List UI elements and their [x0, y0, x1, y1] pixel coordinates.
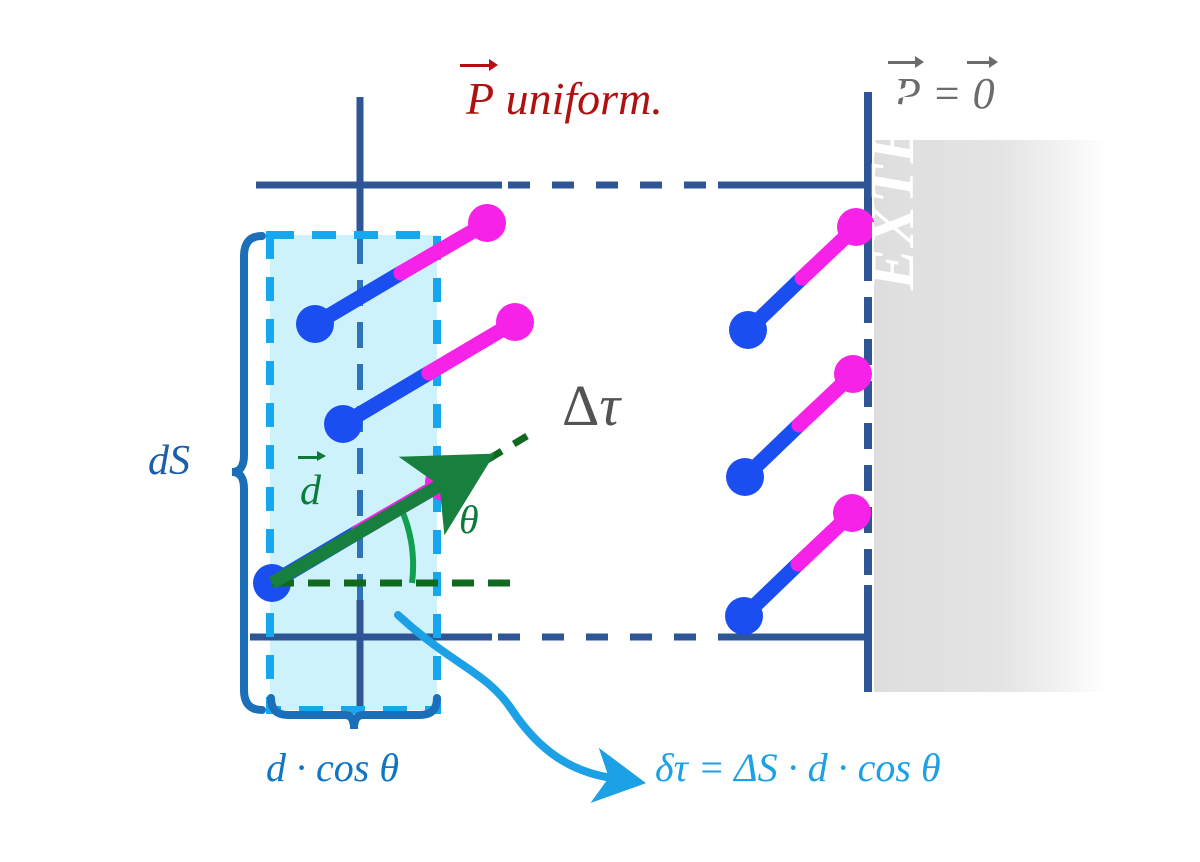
dipole-right-2 [726, 355, 872, 496]
d-cos-theta-brace [267, 694, 441, 730]
theta-label: θ [459, 497, 479, 542]
polarization-uniform-title: P uniform. [459, 59, 663, 124]
p-vector-symbol-right: P [888, 56, 924, 118]
delta-tau-label: Δτ [562, 377, 620, 435]
uniform-word: uniform. [494, 73, 663, 124]
d-cos-theta-label: d · cos θ [266, 745, 399, 790]
ds-label: dS [148, 438, 190, 484]
callout-arrow [394, 611, 647, 804]
dipole-left-2 [324, 303, 534, 443]
ds-brace [231, 232, 266, 714]
exterior-region-band [874, 140, 1106, 692]
d-symbol: d [298, 451, 326, 514]
volume-element-outline [266, 231, 441, 714]
exterior-region-label: EXTER. [859, 59, 927, 290]
equals-sign: = [920, 69, 973, 118]
dipole-left-1 [296, 204, 506, 343]
delta-symbol: Δ [562, 373, 600, 438]
zero-vector-symbol: 0 [966, 56, 998, 118]
dipole-right-3 [725, 494, 871, 635]
d-vector-arrow[interactable] [268, 453, 495, 589]
dipole-right-1 [729, 208, 875, 349]
d-direction-dashed-extension [450, 432, 529, 485]
d-vector-label: d [298, 451, 326, 514]
tau-symbol: τ [599, 373, 621, 438]
polarization-zero-label: P = 0 [888, 56, 998, 118]
p-vector-symbol: P [459, 59, 499, 124]
volume-element-formula: δτ = ΔS · d · cos θ [655, 745, 941, 790]
